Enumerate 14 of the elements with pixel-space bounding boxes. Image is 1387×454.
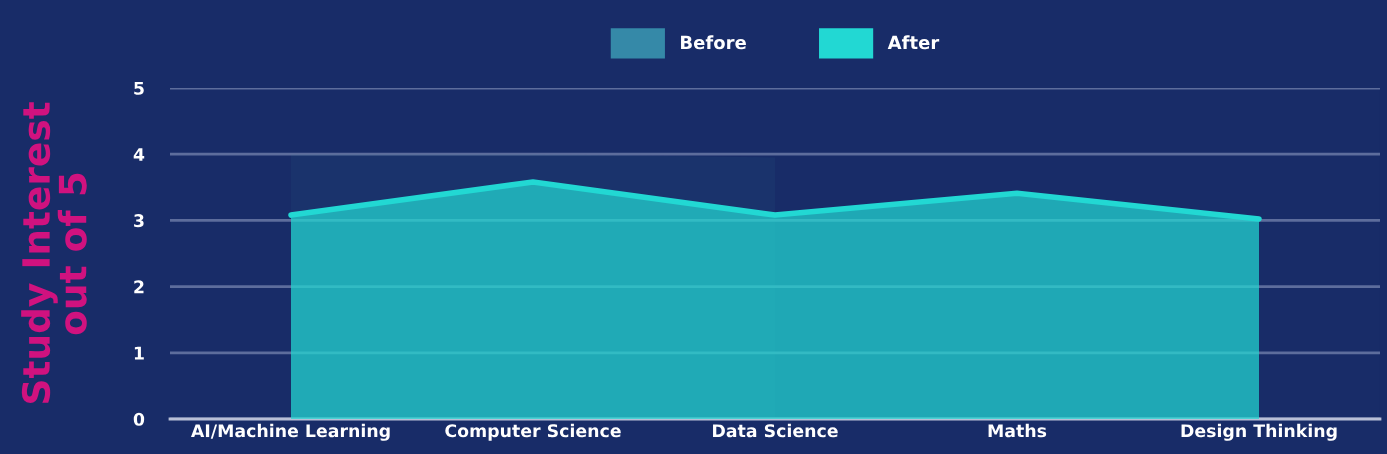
- x-tick-label: Maths: [988, 423, 1047, 438]
- y-tick-label: 4: [133, 148, 145, 161]
- x-tick-label: Data Science: [713, 423, 838, 438]
- x-tick-label: Design Thinking: [1181, 423, 1337, 441]
- y-tick-label: 0: [133, 412, 145, 426]
- y-tick-label: 3: [134, 214, 144, 228]
- y-tick-label: 2: [134, 280, 144, 294]
- legend-label: After: [887, 35, 940, 50]
- x-tick-label: AI/Machine Learning: [190, 423, 390, 441]
- x-tick-label: Computer Science: [445, 423, 621, 441]
- legend-label: Before: [681, 35, 746, 50]
- y-tick-label: 5: [134, 81, 144, 95]
- y-tick-label: 1: [134, 346, 144, 360]
- y-axis-title: Study Interest out of 5: [21, 102, 87, 403]
